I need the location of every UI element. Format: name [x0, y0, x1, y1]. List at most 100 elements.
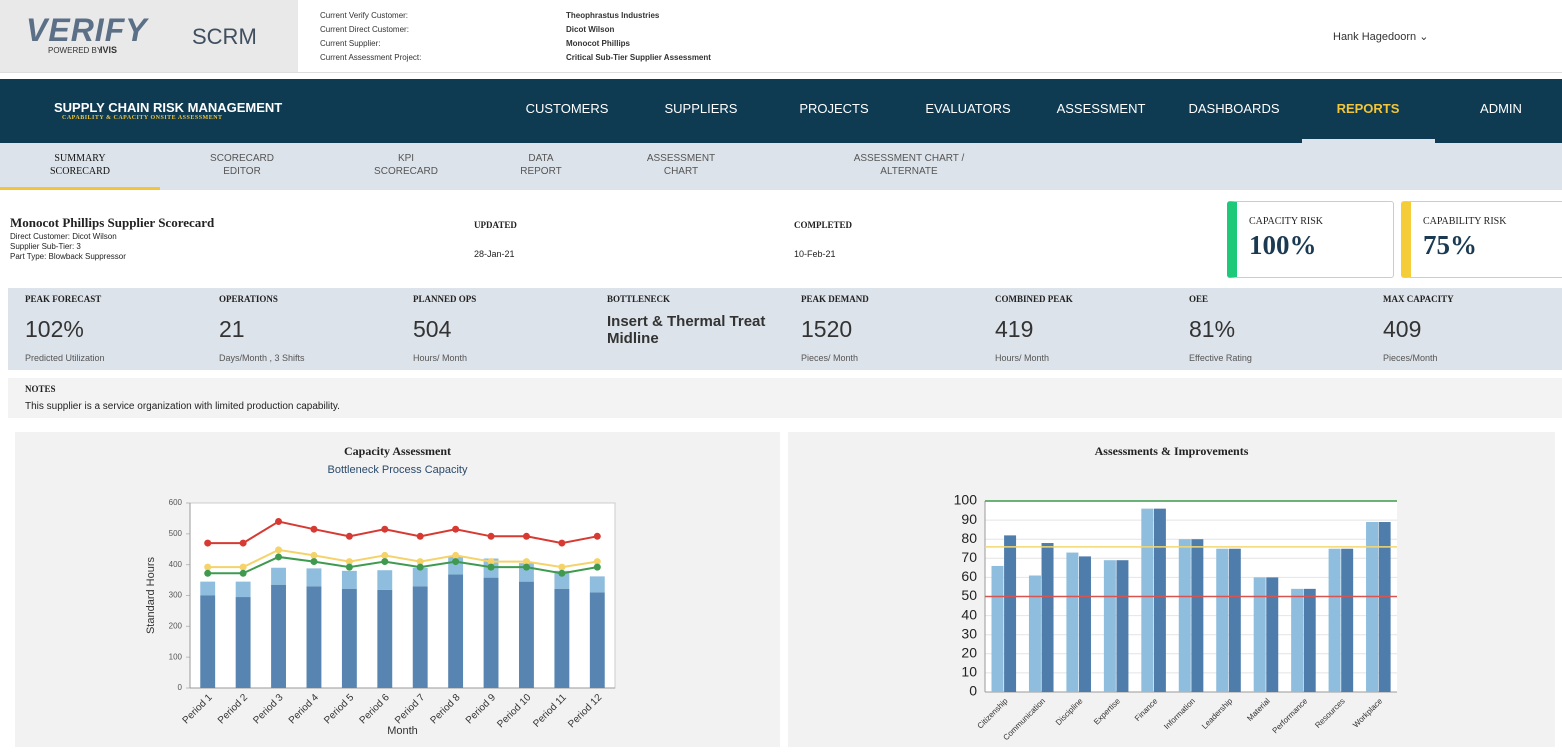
- bar: [1066, 553, 1078, 692]
- bar: [554, 589, 569, 688]
- chart-title: Capacity Assessment: [344, 444, 451, 458]
- bar: [1216, 549, 1228, 692]
- updated-label: UPDATED: [474, 220, 517, 230]
- scorecard-title: Monocot Phillips Supplier Scorecard: [10, 215, 214, 231]
- line-marker: [488, 533, 495, 540]
- bar: [1116, 560, 1128, 692]
- context-value: Theophrastus Industries: [566, 11, 659, 20]
- y-tick-label: 60: [961, 568, 977, 584]
- metric-note: Hours/ Month: [413, 353, 467, 363]
- x-tick-label: Resources: [1313, 697, 1346, 730]
- bar: [236, 597, 251, 688]
- line-marker: [240, 564, 247, 571]
- risk-label: CAPACITY RISK: [1249, 216, 1323, 227]
- bar: [200, 582, 215, 596]
- tab-label[interactable]: ASSESSMENT: [601, 152, 761, 165]
- bar: [1079, 556, 1091, 692]
- x-axis-label: Month: [387, 725, 418, 737]
- tab-label[interactable]: ASSESSMENT CHART /: [829, 152, 989, 165]
- nav-item[interactable]: DASHBOARDS: [1164, 101, 1304, 116]
- app-name: SCRM: [192, 24, 257, 50]
- line-marker: [240, 540, 247, 547]
- bar: [1266, 577, 1278, 692]
- risk-card: CAPACITY RISK100%: [1227, 201, 1394, 278]
- y-tick-label: 20: [961, 645, 977, 661]
- bar: [1329, 549, 1341, 692]
- bar: [236, 582, 251, 597]
- tab-label[interactable]: ALTERNATE: [829, 165, 989, 178]
- nav-item[interactable]: SUPPLIERS: [631, 101, 771, 116]
- top-bar: VERIFY POWERED BY IVIS SCRM Current Veri…: [0, 0, 1562, 73]
- x-tick-label: Period 7: [393, 692, 427, 726]
- y-tick-label: 50: [961, 587, 977, 603]
- bar: [1104, 560, 1116, 692]
- nav-item[interactable]: PROJECTS: [764, 101, 904, 116]
- context-value: Dicot Wilson: [566, 25, 614, 34]
- plot-area: [190, 503, 615, 688]
- context-label: Current Verify Customer:: [320, 11, 408, 20]
- nav-item[interactable]: REPORTS: [1298, 101, 1438, 116]
- tab[interactable]: SCORECARDEDITOR: [162, 152, 322, 178]
- x-tick-label: Citizenship: [976, 696, 1010, 730]
- tab[interactable]: DATAREPORT: [461, 152, 621, 178]
- tab-label[interactable]: REPORT: [461, 165, 621, 178]
- bar: [413, 586, 428, 688]
- y-tick-label: 500: [169, 529, 183, 538]
- bar: [1191, 539, 1203, 692]
- nav-item[interactable]: EVALUATORS: [898, 101, 1038, 116]
- user-name[interactable]: Hank Hagedoorn: [1333, 31, 1416, 43]
- tab-label[interactable]: CHART: [601, 165, 761, 178]
- bar: [519, 582, 534, 688]
- bar: [1341, 549, 1353, 692]
- x-tick-label: Period 12: [566, 692, 604, 730]
- bar: [992, 566, 1004, 692]
- x-tick-label: Period 10: [495, 692, 533, 730]
- tab-label[interactable]: DATA: [461, 152, 621, 165]
- nav-item[interactable]: CUSTOMERS: [497, 101, 637, 116]
- user-menu[interactable]: Hank Hagedoorn ⌄: [1333, 30, 1428, 43]
- nav-item[interactable]: ADMIN: [1431, 101, 1562, 116]
- bar: [200, 596, 215, 689]
- nav-item[interactable]: ASSESSMENT: [1031, 101, 1171, 116]
- metric-note: Effective Rating: [1189, 353, 1252, 363]
- y-tick-label: 600: [169, 498, 183, 507]
- line-marker: [275, 518, 282, 525]
- tab-label[interactable]: EDITOR: [162, 165, 322, 178]
- line-marker: [594, 533, 601, 540]
- y-tick-label: 40: [961, 606, 977, 622]
- metric-note: Days/Month , 3 Shifts: [219, 353, 305, 363]
- bar: [271, 568, 286, 585]
- line-marker: [204, 540, 211, 547]
- bar: [377, 570, 392, 590]
- line-marker: [275, 546, 282, 553]
- metric-value: 21: [219, 316, 245, 343]
- metric-value: 1520: [801, 316, 852, 343]
- line-marker: [523, 533, 530, 540]
- chart: Assessments & Improvements01020304050607…: [788, 432, 1555, 747]
- x-tick-label: Period 11: [531, 692, 569, 730]
- tab[interactable]: ASSESSMENTCHART: [601, 152, 761, 178]
- metric-value: 504: [413, 316, 451, 343]
- y-tick-label: 400: [169, 560, 183, 569]
- bar: [1229, 549, 1241, 692]
- metric-value: Midline: [607, 330, 659, 347]
- y-axis-label: Standard Hours: [145, 556, 157, 634]
- bar: [590, 576, 605, 592]
- metric-label: PLANNED OPS: [413, 294, 476, 304]
- tab-label[interactable]: SCORECARD: [162, 152, 322, 165]
- x-tick-label: Discipline: [1054, 696, 1085, 727]
- line-marker: [488, 564, 495, 571]
- line-marker: [204, 564, 211, 571]
- x-tick-label: Workplace: [1351, 696, 1384, 729]
- bar: [484, 578, 499, 688]
- bar: [1141, 509, 1153, 692]
- chart-panel: Assessments & Improvements01020304050607…: [788, 432, 1555, 747]
- line-marker: [417, 564, 424, 571]
- bar: [1179, 539, 1191, 692]
- bar: [342, 589, 357, 688]
- tab-active-indicator: [0, 187, 160, 190]
- tab[interactable]: SUMMARYSCORECARD: [0, 152, 160, 178]
- tab-label[interactable]: SUMMARY: [0, 152, 160, 165]
- tab[interactable]: ASSESSMENT CHART /ALTERNATE: [829, 152, 989, 178]
- tab-label[interactable]: SCORECARD: [0, 165, 160, 178]
